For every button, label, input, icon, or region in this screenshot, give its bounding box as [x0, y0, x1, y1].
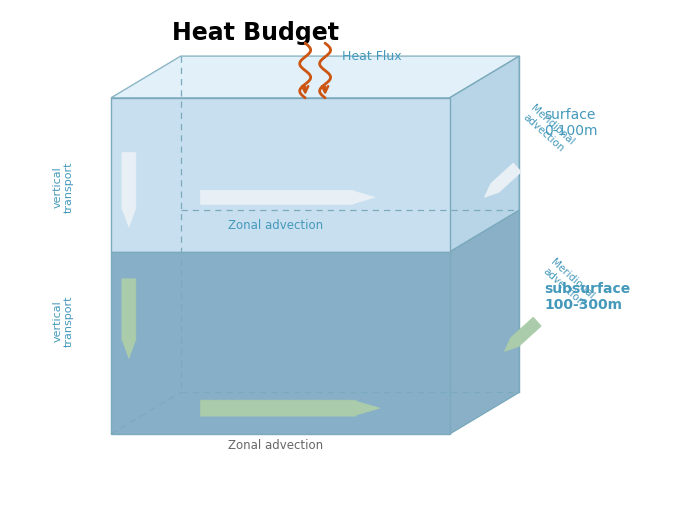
Polygon shape — [111, 98, 449, 252]
Polygon shape — [111, 392, 519, 434]
Text: Meridional
advection: Meridional advection — [541, 257, 596, 310]
Polygon shape — [111, 252, 449, 434]
Text: subsurface
100-300m: subsurface 100-300m — [544, 282, 631, 312]
Polygon shape — [449, 56, 519, 252]
Text: Zonal advection: Zonal advection — [228, 440, 323, 452]
FancyArrow shape — [201, 400, 380, 416]
FancyArrow shape — [201, 190, 375, 204]
Text: vertical
transport: vertical transport — [52, 296, 74, 347]
FancyArrow shape — [505, 317, 541, 351]
Text: Heat Flux: Heat Flux — [342, 50, 402, 62]
Text: surface
0-100m: surface 0-100m — [544, 107, 598, 138]
Text: Zonal advection: Zonal advection — [228, 219, 323, 232]
Text: Meridional
advection: Meridional advection — [522, 103, 576, 156]
FancyArrow shape — [484, 163, 522, 197]
Text: vertical
transport: vertical transport — [52, 162, 74, 213]
Polygon shape — [111, 56, 519, 98]
Polygon shape — [449, 210, 519, 434]
FancyArrow shape — [122, 153, 136, 227]
FancyArrow shape — [122, 279, 136, 358]
Text: Heat Budget: Heat Budget — [172, 21, 339, 45]
